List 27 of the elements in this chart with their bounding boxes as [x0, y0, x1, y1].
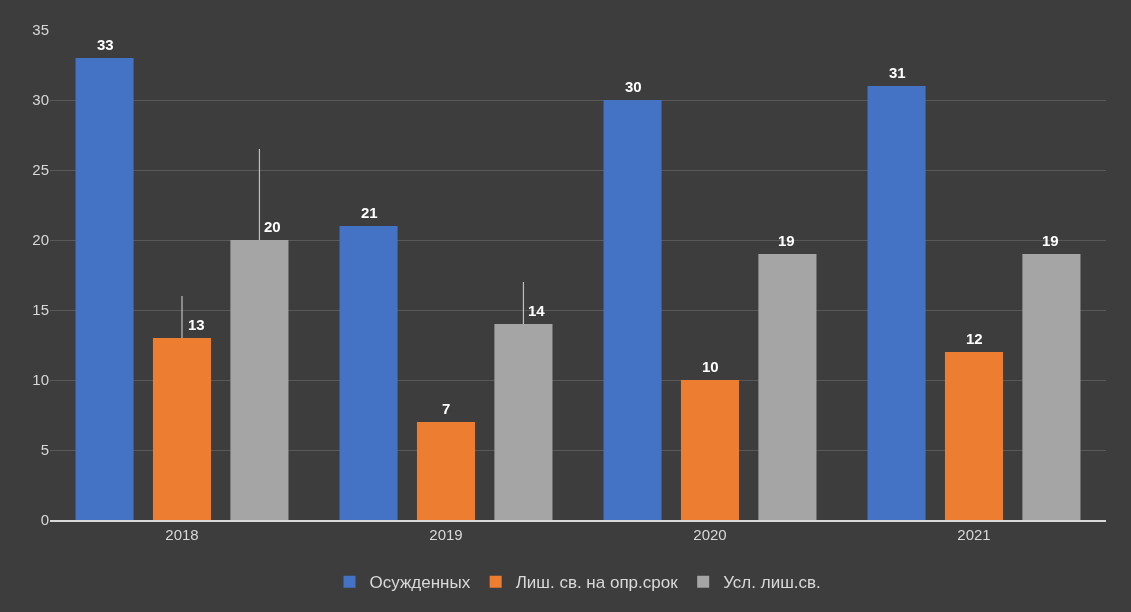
data-label: 13 [188, 316, 205, 333]
legend-label: Лиш. св. на опр.срок [515, 573, 679, 593]
y-tick-label: 0 [40, 511, 49, 529]
legend-label: Усл. лиш.св. [723, 573, 821, 593]
data-label: 20 [264, 218, 281, 235]
data-label: 30 [625, 78, 642, 95]
data-label: 14 [528, 302, 546, 319]
data-label: 33 [97, 36, 114, 53]
x-tick-label: 2019 [429, 525, 463, 543]
y-tick-label: 30 [32, 91, 49, 109]
legend-label: Осужденных [369, 573, 471, 593]
y-tick-label: 35 [32, 21, 49, 39]
x-tick-label: 2018 [165, 525, 199, 543]
data-label: 12 [966, 330, 983, 347]
data-label: 19 [1042, 232, 1059, 249]
y-tick-label: 15 [32, 301, 49, 319]
data-label: 21 [361, 204, 378, 221]
data-label: 7 [442, 400, 451, 417]
data-label: 19 [778, 232, 795, 249]
data-label: 31 [889, 64, 906, 81]
x-tick-label: 2020 [693, 525, 727, 543]
data-label: 10 [702, 358, 719, 375]
x-tick-label: 2021 [957, 525, 991, 543]
y-tick-label: 25 [32, 161, 49, 179]
y-tick-label: 10 [32, 371, 49, 389]
y-tick-label: 20 [32, 231, 49, 249]
y-tick-label: 5 [40, 441, 49, 459]
